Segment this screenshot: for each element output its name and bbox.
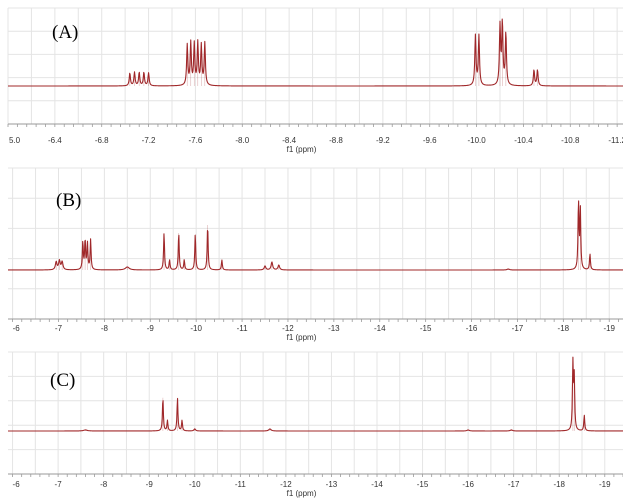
tick-label: -14 [371, 480, 383, 489]
tick-label: -7.6 [189, 136, 203, 145]
tick-label: -8 [101, 324, 109, 333]
tick-label: -19 [599, 480, 611, 489]
tick-label: -10 [189, 480, 201, 489]
x-axis-title: f1 (ppm) [287, 145, 317, 154]
tick-label: -7.2 [142, 136, 156, 145]
spectrum-panel-1: 5.0 -6.4 -6.8 -7.2 -7.6 -8.0 -8.4 -8.8 -9.2 -9.6 -… [7, 7, 623, 154]
tick-label: -10.4 [514, 136, 533, 145]
tick-label: -16 [462, 480, 474, 489]
tick-label: -10.0 [467, 136, 486, 145]
tick-label: -8.8 [329, 136, 343, 145]
panel-label: (C) [50, 370, 75, 391]
tick-label: -18 [558, 324, 570, 333]
tick-label: -11 [235, 480, 247, 489]
x-axis-title: f1 (ppm) [287, 489, 317, 498]
tick-label: -6.8 [95, 136, 109, 145]
tick-label: -8.4 [282, 136, 296, 145]
panel-label: (A) [52, 22, 78, 43]
tick-label: -11.2 [608, 136, 623, 145]
tick-label: -6 [13, 480, 21, 489]
tick-label: -9.6 [423, 136, 437, 145]
tick-label: -15 [417, 480, 429, 489]
tick-label: -8.0 [235, 136, 249, 145]
tick-label: -12 [280, 480, 292, 489]
tick-label: -17 [508, 480, 520, 489]
tick-label: -9 [146, 480, 154, 489]
tick-label: -9 [147, 324, 155, 333]
tick-label: -12 [282, 324, 294, 333]
tick-label: -14 [374, 324, 386, 333]
tick-label: -10 [190, 324, 202, 333]
tick-label: -16 [466, 324, 478, 333]
spectrum-trace [7, 18, 623, 87]
tick-label: -8 [100, 480, 108, 489]
tick-label: -6 [13, 324, 21, 333]
tick-label: -11 [237, 324, 249, 333]
spectrum-trace [7, 356, 623, 432]
tick-label: -7 [55, 324, 63, 333]
tick-label: -7 [55, 480, 63, 489]
spectrum-panel-2: -6 -7 -8 -9 -10 -11 -12 -13 -14 -15 -16 -17 -18 -19 f1… [7, 167, 623, 342]
tick-label: -18 [553, 480, 565, 489]
tick-label: -13 [328, 324, 340, 333]
tick-label: -9.2 [376, 136, 390, 145]
tick-label: -19 [603, 324, 615, 333]
panel-label: (B) [56, 190, 81, 211]
tick-label: -10.8 [561, 136, 580, 145]
tick-label: -15 [420, 324, 432, 333]
spectrum-panel-3: -6 -7 -8 -9 -10 -11 -12 -13 -14 -15 -16 -17 -18 -19 f1… [7, 351, 623, 498]
tick-label: 5.0 [9, 136, 21, 145]
x-axis-title: f1 (ppm) [287, 333, 317, 342]
tick-label: -13 [326, 480, 338, 489]
tick-label: -17 [512, 324, 524, 333]
tick-label: -6.4 [48, 136, 62, 145]
spectrum-trace [7, 200, 623, 271]
